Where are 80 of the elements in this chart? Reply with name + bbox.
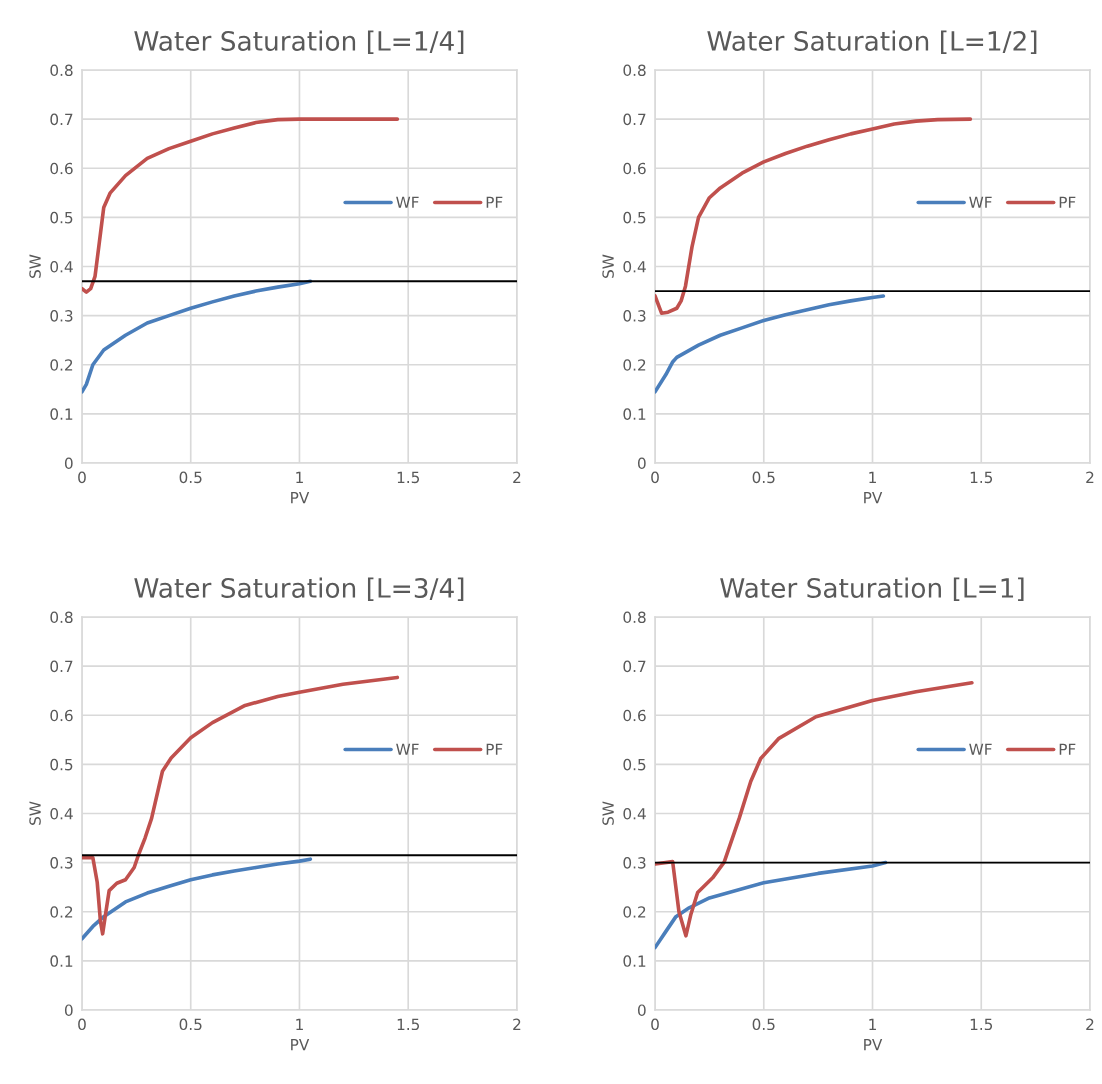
x-tick-label: 2 [513, 1018, 521, 1030]
y-axis-title: SW [29, 254, 41, 278]
y-tick-label: 0 [637, 457, 646, 469]
legend-label: WF [969, 196, 992, 208]
x-axis-title: PV [291, 492, 310, 504]
y-tick-label: 0.8 [623, 611, 646, 624]
y-tick-label: 0.6 [623, 709, 646, 722]
line-series [655, 860, 888, 950]
y-tick-label: 0.7 [50, 660, 73, 673]
y-tick-label: 0.8 [623, 64, 646, 77]
legend-label: WF [396, 743, 419, 755]
chart-title: Water Saturation [L=1/4] [134, 30, 464, 55]
x-tick-label: 2 [513, 471, 521, 483]
y-tick-label: 0.1 [50, 408, 73, 420]
x-tick-label: 0 [78, 471, 86, 484]
x-tick-label: 0.5 [752, 471, 775, 484]
x-tick-label: 0.5 [179, 471, 202, 484]
chart-title: Water Saturation [L=1] [720, 577, 1024, 602]
legend-label: WF [396, 196, 419, 208]
y-tick-label: 0.6 [50, 162, 73, 175]
y-tick-label: 0.3 [50, 310, 73, 322]
y-tick-label: 0.2 [50, 906, 73, 918]
x-tick-label: 1 [296, 1018, 303, 1030]
legend-label: PF [1059, 743, 1076, 755]
chart-title: Water Saturation [L=3/4] [134, 577, 464, 602]
y-tick-label: 0.1 [623, 408, 646, 420]
x-tick-label: 1 [869, 1018, 876, 1030]
x-tick-label: 0 [78, 1018, 86, 1031]
y-tick-label: 0.2 [50, 359, 73, 371]
x-tick-label: 0 [651, 1018, 659, 1031]
x-tick-label: 1.5 [397, 471, 420, 484]
x-tick-label: 0 [651, 471, 659, 484]
y-tick-label: 0.4 [50, 260, 73, 273]
x-tick-label: 1.5 [397, 1018, 420, 1031]
y-tick-label: 0.3 [623, 857, 646, 869]
x-tick-label: 2 [1086, 1018, 1094, 1030]
y-tick-label: 0.5 [623, 211, 646, 224]
y-tick-label: 0.5 [50, 758, 73, 771]
legend-label: PF [486, 196, 503, 208]
y-tick-label: 0.8 [50, 64, 73, 77]
chart-title: Water Saturation [L=1/2] [707, 30, 1037, 55]
y-tick-label: 0.3 [623, 310, 646, 322]
y-tick-label: 0.1 [623, 955, 646, 967]
y-axis-title: SW [602, 254, 614, 278]
y-tick-label: 0.7 [623, 660, 646, 673]
x-tick-label: 1.5 [970, 1018, 993, 1031]
y-tick-label: 0.5 [50, 211, 73, 224]
x-tick-label: 1.5 [970, 471, 993, 484]
y-tick-label: 0.5 [623, 758, 646, 771]
line-series [655, 294, 886, 394]
y-tick-label: 0.4 [623, 807, 646, 820]
y-tick-label: 0.4 [50, 807, 73, 820]
y-tick-label: 0 [64, 1004, 73, 1016]
legend-label: PF [1059, 196, 1076, 208]
y-tick-label: 0.3 [50, 857, 73, 869]
y-tick-label: 0.6 [50, 709, 73, 722]
legend-label: PF [486, 743, 503, 755]
legend-label: WF [969, 743, 992, 755]
y-tick-label: 0 [64, 457, 73, 469]
x-tick-label: 1 [296, 471, 303, 483]
x-axis-title: PV [291, 1039, 310, 1051]
x-tick-label: 1 [869, 471, 876, 483]
y-tick-label: 0.2 [623, 359, 646, 371]
y-tick-label: 0.8 [50, 611, 73, 624]
y-tick-label: 0.6 [623, 162, 646, 175]
y-axis-title: SW [29, 801, 41, 825]
x-tick-label: 0.5 [752, 1018, 775, 1031]
x-axis-title: PV [864, 1039, 883, 1051]
y-axis-title: SW [602, 801, 614, 825]
y-tick-label: 0.7 [623, 113, 646, 126]
y-tick-label: 0.4 [623, 260, 646, 273]
y-tick-label: 0.1 [50, 955, 73, 967]
y-tick-label: 0.2 [623, 906, 646, 918]
x-axis-title: PV [864, 492, 883, 504]
y-tick-label: 0 [637, 1004, 646, 1016]
y-tick-label: 0.7 [50, 113, 73, 126]
line-series [81, 279, 313, 394]
line-series [81, 857, 313, 941]
x-tick-label: 0.5 [179, 1018, 202, 1031]
x-tick-label: 2 [1086, 471, 1094, 483]
